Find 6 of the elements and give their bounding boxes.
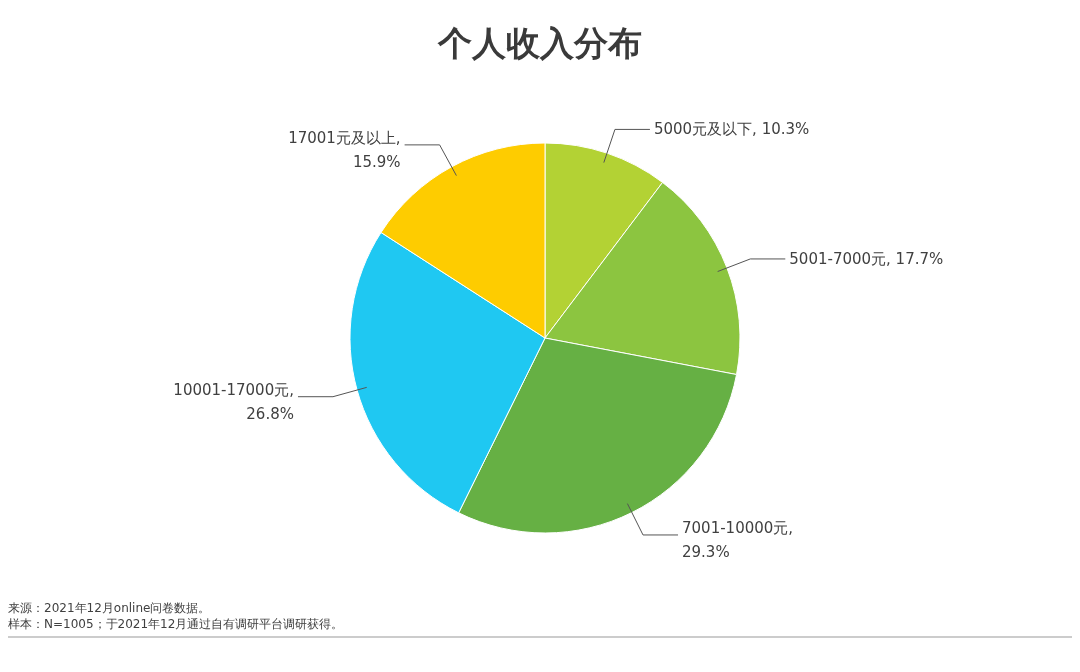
slice-label: 7001-10000元 — [682, 518, 789, 537]
slice-label: 5001-7000元, 17.7% — [789, 249, 944, 268]
text: 样本：N=1005；于2021年12月通过自有调研平台调研获得。 — [8, 617, 344, 631]
chart-title: 个人收入分布 — [437, 23, 642, 63]
source-note: 来源：2021年12月online问卷数据。 — [8, 601, 211, 615]
slice-label: 5000元及以下, 10.3% — [653, 120, 810, 139]
